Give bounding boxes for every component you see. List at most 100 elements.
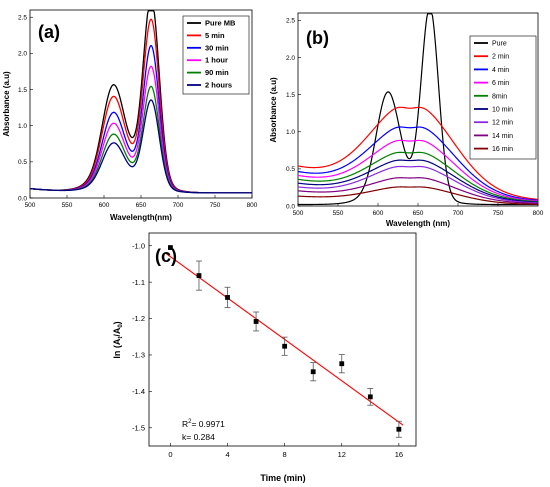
r-squared-annotation: R2= 0.9971: [182, 419, 225, 429]
x-tick-label-a: 500: [25, 202, 36, 209]
series-line-b-9: [297, 186, 539, 205]
legend-b: Pure 2 min 4 min 6 min 8min 10 min 12 min 14 mi…: [474, 41, 513, 153]
legend-label-a-1: Pure MB: [205, 19, 236, 28]
y-tick-label-b: 1.0: [286, 129, 295, 136]
legend-label-a-6: 2 hours: [205, 81, 232, 90]
series-line-b-6: [297, 159, 539, 203]
legend-label-b-5: 8min: [492, 93, 507, 100]
chart-a: 500 550 600 650 700 750 8000.00.51.01.52.02.5 …: [2, 9, 258, 222]
legend-label-b-4: 6 min: [492, 80, 509, 87]
series-line-a-6: [29, 99, 252, 194]
x-tick-label-b: 750: [493, 210, 504, 217]
x-axis-label-c: Time (min): [260, 473, 305, 483]
series-lines-a: [29, 10, 252, 194]
legend-label-b-6: 10 min: [492, 107, 513, 114]
legend-a: Pure MB 5 min 30 min 1 hour 90 min 2 hours: [187, 19, 236, 90]
y-tick-label-a: 1.0: [18, 123, 27, 130]
y-tick-label-c: -1.5: [132, 423, 145, 432]
series-line-b-3: [297, 126, 539, 201]
x-tick-label-b: 600: [373, 210, 384, 217]
x-tick-label-b: 800: [533, 210, 544, 217]
chart-c: 0 4 8 12 16 -1.0 -1.1 -1.2 -1.3 -1.4 -1.5 (c) R2= …: [112, 232, 417, 483]
legend-label-a-4: 1 hour: [205, 56, 228, 65]
x-axis-label-b: Wavelength (nm): [386, 219, 450, 228]
x-tick-label-a: 750: [210, 202, 221, 209]
axis-ticks-b: 500 550 600 650 700 750 800 0.0 0.5 1.0 1.5 2.0 2.5: [286, 18, 544, 217]
y-tick-label-a: 1.5: [18, 87, 27, 94]
legend-label-b-3: 4 min: [492, 67, 509, 74]
r-squared-sup: 2: [188, 419, 192, 425]
data-point: [282, 343, 288, 349]
data-point: [367, 394, 373, 400]
x-tick-label-b: 500: [293, 210, 304, 217]
y-tick-label-b: 2.0: [286, 55, 295, 62]
x-tick-label-c: 12: [338, 450, 346, 459]
legend-label-b-8: 14 min: [492, 133, 513, 140]
legend-label-a-3: 30 min: [205, 43, 229, 52]
chart-b: 500 550 600 650 700 750 8000.00.51.01.52.02.5 …: [269, 12, 544, 228]
series-line-b-7: [297, 165, 539, 204]
x-tick-label-b: 550: [333, 210, 344, 217]
legend-label-b-2: 2 min: [492, 54, 509, 61]
x-tick-label-c: 8: [283, 450, 287, 459]
x-tick-label-a: 550: [62, 202, 73, 209]
y-label-c-sub2: 0: [118, 324, 124, 328]
y-tick-label-a: 2.5: [18, 15, 27, 22]
y-tick-label-b: 1.5: [286, 92, 295, 99]
y-tick-label-a: 0.5: [18, 159, 27, 166]
legend-label-b-9: 16 min: [492, 146, 513, 153]
legend-label-b-7: 12 min: [492, 120, 513, 127]
panel-label-c: (c): [155, 246, 177, 266]
data-point: [253, 319, 259, 324]
y-axis-label-b: Absorbance (a.u): [269, 77, 278, 143]
x-axis-label-a: Wavelength(nm): [110, 213, 172, 222]
k-annotation: k= 0.284: [182, 432, 215, 442]
panel-label-a: (a): [38, 22, 60, 42]
legend-label-b-1: Pure: [492, 41, 507, 48]
y-label-c-part1: ln (A: [112, 338, 122, 358]
y-axis-label-c: ln (At/A0): [112, 321, 124, 358]
series-line-b-8: [297, 177, 539, 205]
y-tick-label-c: -1.1: [132, 278, 145, 287]
data-point: [196, 273, 202, 278]
data-point: [339, 361, 345, 367]
series-line-b-1: [298, 13, 538, 206]
x-tick-label-c: 4: [225, 450, 229, 459]
series-lines-b: [297, 13, 539, 206]
x-tick-label-b: 650: [413, 210, 424, 217]
y-tick-label-b: 2.5: [286, 18, 295, 25]
y-label-c-sub1: t: [118, 337, 124, 339]
y-axis-label-a: Absorbance (a.u): [2, 71, 11, 137]
y-tick-label-b: 0.0: [286, 203, 295, 210]
x-tick-label-c: 16: [395, 450, 403, 459]
panel-label-b: (b): [306, 28, 329, 48]
data-point: [225, 295, 230, 300]
y-tick-label-c: -1.0: [132, 241, 145, 250]
data-point: [396, 426, 402, 432]
legend-label-a-5: 90 min: [205, 68, 229, 77]
data-point: [168, 245, 173, 250]
plot-frame-c: [148, 232, 417, 447]
r-squared-prefix: R: [182, 419, 188, 429]
y-label-c-part2: /A: [112, 327, 122, 337]
y-tick-label-c: -1.3: [132, 351, 145, 360]
x-tick-label-a: 600: [99, 202, 110, 209]
y-tick-label-c: -1.4: [132, 387, 145, 396]
x-tick-label-a: 700: [173, 202, 184, 209]
y-label-c-part3: ): [112, 321, 122, 324]
axis-ticks-a: 500 550 600 650 700 750 800 0.0 0.5 1.0 1.5 2.0 2.5: [18, 15, 258, 209]
r-squared-value: = 0.9971: [191, 419, 225, 429]
data-points-c: [168, 245, 402, 438]
x-tick-label-c: 0: [168, 450, 172, 459]
y-tick-label-c: -1.2: [132, 314, 145, 323]
x-tick-label-a: 650: [136, 202, 147, 209]
y-tick-label-b: 0.5: [286, 166, 295, 173]
data-point: [310, 369, 316, 375]
series-line-b-4: [297, 139, 539, 202]
axis-ticks-c: 0 4 8 12 16 -1.0 -1.1 -1.2 -1.3 -1.4 -1.5: [132, 241, 403, 459]
series-line-b-5: [297, 151, 539, 203]
legend-label-a-2: 5 min: [205, 31, 225, 40]
x-tick-label-b: 700: [453, 210, 464, 217]
y-tick-label-a: 0.0: [18, 195, 27, 202]
